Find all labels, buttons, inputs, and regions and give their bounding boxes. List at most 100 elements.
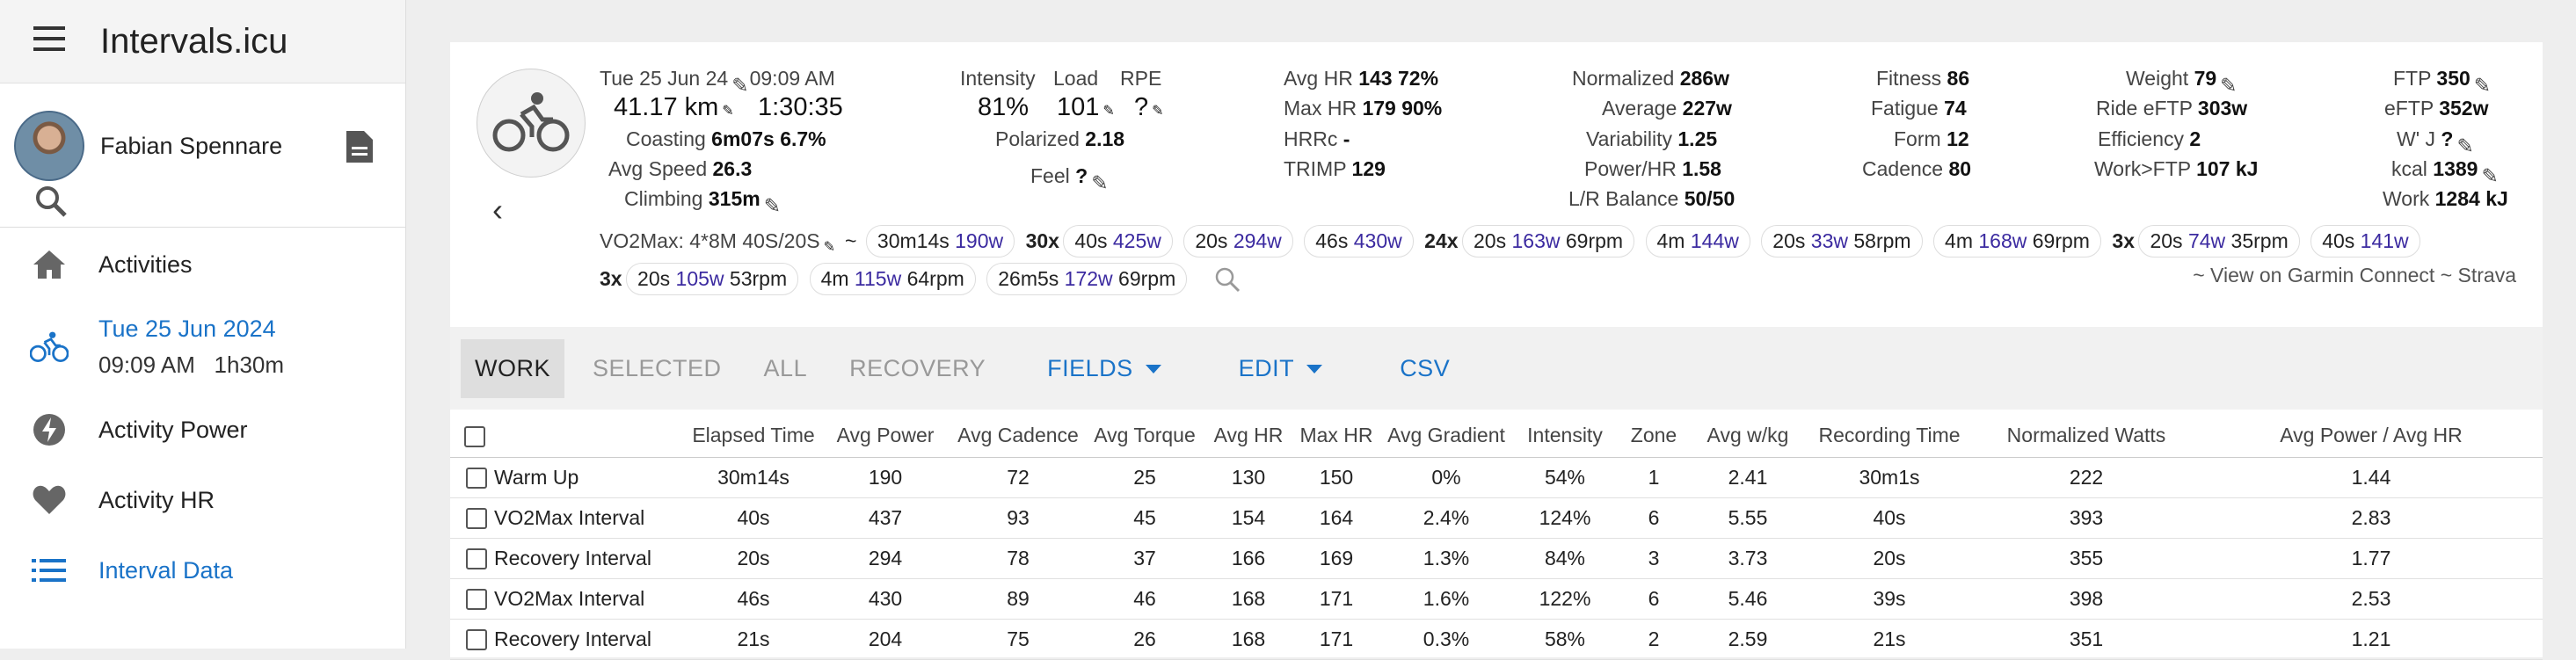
column-header[interactable]: Avg Cadence xyxy=(951,415,1085,458)
edit-icon[interactable]: ✎ xyxy=(1091,170,1109,194)
table-row[interactable]: VO2Max Interval 40s 437 93 45 154 164 2.4% 124% 6… xyxy=(450,497,2543,539)
edit-icon[interactable]: ✎ xyxy=(722,104,734,120)
interval-chip[interactable]: 20s 294w xyxy=(1183,225,1293,257)
row-checkbox[interactable] xyxy=(466,508,487,530)
interval-chip[interactable]: 40s 141w xyxy=(2310,225,2420,257)
csv-button[interactable]: CSV xyxy=(1400,354,1451,381)
nav-item-hr[interactable]: Activity HR xyxy=(0,465,405,535)
column-header[interactable]: Avg Power / Avg HR xyxy=(2200,415,2543,458)
table-cell: 58% xyxy=(1512,619,1618,660)
search-row[interactable] xyxy=(0,184,405,228)
nav-item-activities[interactable]: Activities xyxy=(0,229,405,300)
interval-chip[interactable]: 4m 168w 69rpm xyxy=(1933,225,2101,257)
interval-tabs: WORK SELECTED ALL RECOVERY FIELDS EDIT C… xyxy=(450,327,2543,410)
avatar[interactable] xyxy=(14,111,84,181)
value: 227w xyxy=(1682,97,1732,120)
row-checkbox[interactable] xyxy=(466,548,487,570)
interval-chip[interactable]: 40s 425w xyxy=(1063,225,1173,257)
app-title[interactable]: Intervals.icu xyxy=(100,21,288,61)
fields-menu-button[interactable]: FIELDS xyxy=(1033,339,1175,398)
column-header[interactable]: Zone xyxy=(1618,415,1690,458)
row-checkbox[interactable] xyxy=(466,589,487,611)
w-prime[interactable]: W' J ? ✎ xyxy=(2397,127,2474,157)
chip-time: 30m14s xyxy=(877,229,950,252)
edit-menu-button[interactable]: EDIT xyxy=(1225,339,1337,398)
edit-icon[interactable]: ✎ xyxy=(2456,134,2474,157)
value: 79 xyxy=(2194,67,2217,90)
kcal[interactable]: kcal 1389 ✎ xyxy=(2391,157,2499,187)
interval-chip[interactable]: 20s 105w 53rpm xyxy=(626,263,799,295)
column-header[interactable]: Recording Time xyxy=(1806,415,1973,458)
column-header[interactable]: Intensity xyxy=(1512,415,1618,458)
ftp[interactable]: FTP 350 ✎ xyxy=(2393,67,2492,97)
menu-icon[interactable] xyxy=(33,24,69,59)
chip-time: 20s xyxy=(637,267,671,290)
search-icon[interactable] xyxy=(33,184,69,219)
table-cell: 21s xyxy=(688,619,819,660)
edit-icon[interactable]: ✎ xyxy=(763,193,781,217)
back-chevron-icon[interactable]: ‹ xyxy=(492,192,503,228)
interval-chip[interactable]: 4m 115w 64rpm xyxy=(809,263,976,295)
edit-icon[interactable]: ✎ xyxy=(2220,73,2238,97)
column-header[interactable]: Avg Torque xyxy=(1085,415,1204,458)
feel[interactable]: Feel ? ✎ xyxy=(1030,164,1109,194)
edit-icon[interactable]: ✎ xyxy=(1152,104,1164,120)
nav-item-activity[interactable]: Tue 25 Jun 2024 09:09 AM 1h30m xyxy=(0,300,405,395)
column-header[interactable]: Avg Power xyxy=(819,415,951,458)
column-header[interactable]: Max HR xyxy=(1292,415,1380,458)
user-profile[interactable]: Fabian Spennare xyxy=(0,83,405,208)
table-cell: 21s xyxy=(1806,619,1973,660)
edit-icon[interactable]: ✎ xyxy=(1102,104,1115,120)
label: Average xyxy=(1602,97,1677,120)
nav-item-interval-data[interactable]: Interval Data xyxy=(0,535,405,606)
value: 286w xyxy=(1679,67,1729,90)
weight[interactable]: Weight 79 ✎ xyxy=(2126,67,2238,97)
column-header[interactable]: Avg HR xyxy=(1204,415,1292,458)
column-header[interactable]: Avg Gradient xyxy=(1380,415,1512,458)
date-time: Tue 25 Jun 24 ✎ 09:09 AM xyxy=(600,67,835,97)
user-name[interactable]: Fabian Spennare xyxy=(100,132,283,159)
eftp: eFTP 352w xyxy=(2384,97,2488,120)
interval-chip[interactable]: 46s 430w xyxy=(1304,225,1414,257)
table-cell: 25 xyxy=(1085,457,1204,498)
edit-icon[interactable]: ✎ xyxy=(2473,73,2492,97)
edit-icon[interactable]: ✎ xyxy=(823,239,835,255)
nav-item-power[interactable]: Activity Power xyxy=(0,395,405,465)
chip-rpm: 35rpm xyxy=(2230,229,2289,252)
tab-all[interactable]: ALL xyxy=(763,354,808,381)
rpe-value[interactable]: ? ✎ xyxy=(1134,93,1164,122)
bike-icon[interactable] xyxy=(477,69,586,178)
row-checkbox[interactable] xyxy=(466,629,487,651)
column-header[interactable]: Elapsed Time xyxy=(688,415,819,458)
interval-chip[interactable]: 20s 74w 35rpm xyxy=(2138,225,2300,257)
interval-chip[interactable]: 26m5s 172w 69rpm xyxy=(986,263,1188,295)
interval-chip[interactable]: 20s 163w 69rpm xyxy=(1462,225,1635,257)
edit-icon[interactable]: ✎ xyxy=(731,73,749,97)
avg-speed: Avg Speed 26.3 xyxy=(608,157,752,181)
select-all-checkbox[interactable] xyxy=(464,426,485,448)
interval-chip[interactable]: 20s 33w 58rpm xyxy=(1761,225,1923,257)
column-header[interactable]: Avg w/kg xyxy=(1690,415,1806,458)
lr-balance: L/R Balance 50/50 xyxy=(1568,187,1735,211)
interval-chip[interactable]: 30m14s 190w xyxy=(865,225,1015,257)
edit-icon[interactable]: ✎ xyxy=(2481,163,2499,187)
table-row[interactable]: Recovery Interval 20s 294 78 37 166 169 1.3% 84%… xyxy=(450,538,2543,579)
table-cell: 2.83 xyxy=(2200,497,2543,539)
interval-name-cell: VO2Max Interval xyxy=(450,578,688,620)
document-icon[interactable] xyxy=(345,129,375,164)
interval-chip[interactable]: 4m 144w xyxy=(1645,225,1750,257)
tab-work[interactable]: WORK xyxy=(461,338,564,398)
table-row[interactable]: Warm Up 30m14s 190 72 25 130 150 0% 54% 1 2.41 30m1… xyxy=(450,457,2543,498)
tab-recovery[interactable]: RECOVERY xyxy=(849,354,986,381)
search-icon[interactable] xyxy=(1214,266,1241,297)
value: - xyxy=(1343,127,1350,150)
workout-name[interactable]: VO2Max: 4*8M 40S/20S xyxy=(600,229,820,252)
tab-selected[interactable]: SELECTED xyxy=(593,354,722,381)
value: ? xyxy=(1134,93,1149,121)
column-header[interactable]: Normalized Watts xyxy=(1973,415,2200,458)
work-ftp: Work>FTP 107 kJ xyxy=(2094,157,2258,181)
external-links[interactable]: ~ View on Garmin Connect ~ Strava xyxy=(2193,264,2516,286)
table-row[interactable]: VO2Max Interval 46s 430 89 46 168 171 1.6% 122% 6… xyxy=(450,578,2543,620)
table-row[interactable]: Recovery Interval 21s 204 75 26 168 171 0.3% 58%… xyxy=(450,619,2543,660)
row-checkbox[interactable] xyxy=(466,468,487,490)
